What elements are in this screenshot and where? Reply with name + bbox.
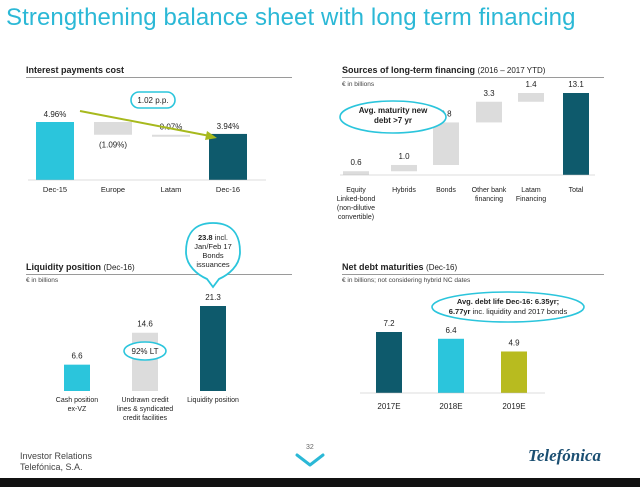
sources-chart-title: Sources of long-term financing (2016 – 2… [342,65,546,75]
tick-label: Hybrids [392,187,416,194]
debt-life-line-1: Avg. debt life Dec-16: 6.35yr; [457,297,559,306]
telefonica-logo: Telefónica [528,446,602,465]
bar-latam [152,134,190,137]
bottom-bar [0,478,640,487]
liquidity-chart-title: Liquidity position (Dec-16) [26,262,135,272]
bar-2 [200,306,226,391]
tick-label: Equity Linked-bond (non-dilutive convertibl… [337,187,376,221]
annotation-pill [130,91,176,109]
tick-label: Latam Financing [516,187,546,203]
debt-life-line-2: 6.77yr inc. liquidity and 2017 bonds [449,307,568,316]
tick-label: 2017E [377,402,400,411]
trend-arrow-head [205,131,217,140]
data-label: 0.6 [350,158,362,167]
tick-label: Latam [161,185,182,194]
issuance-balloon-text: 23.8 incl. Jan/Feb 17 Bonds issuances [194,233,232,269]
data-label: 6.4 [445,326,457,335]
debt-life-callout [431,291,585,323]
data-label: 1.4 [525,80,537,89]
tick-label: Dec-15 [43,185,67,194]
bar-5 [563,93,589,175]
data-label: 1.0 [398,152,410,161]
footer-line-2: Telefónica, S.A. [20,462,83,472]
lt-callout-text: 92% LT [132,347,159,356]
bar-dec-16 [209,133,247,180]
sources-title-rule [342,77,604,78]
issuance-balloon [185,222,241,289]
data-label: (1.09%) [99,141,127,150]
bar-dec-15 [36,122,74,180]
maturities-title-rule [342,274,604,275]
bar-2 [433,122,459,165]
data-label: 0.07% [160,123,183,132]
maturities-chart-title: Net debt maturities (Dec-16) [342,262,458,272]
data-label: 13.1 [568,80,584,89]
bar-3 [476,101,502,123]
tick-label: Undrawn credit lines & syndicated credit f… [117,397,174,422]
maturity-callout-text: Avg. maturity new debt >7 yr [359,106,428,125]
trend-arrow-line [79,110,211,137]
tick-label: Total [569,187,584,194]
data-label: 6.6 [71,352,83,361]
tick-label: Cash position ex-VZ [56,397,99,413]
interest-title-rule [26,77,292,78]
tick-label: Bonds [436,187,456,194]
data-label: 4.9 [508,338,520,347]
tick-label: 2018E [439,402,462,411]
annotation-text: 1.02 p.p. [137,96,168,105]
maturities-units: € in billions; not considering hybrid NC… [342,277,471,284]
lt-callout [123,341,167,361]
data-label: 7.2 [383,319,395,328]
interest-chart-title: Interest payments cost [26,65,125,75]
bar-europe [94,122,132,135]
data-label: 3.3 [483,89,495,98]
tick-label: Europe [101,185,125,194]
bar-0 [343,171,369,175]
bar-2019E [501,351,527,393]
data-label: 6.8 [440,109,452,118]
liquidity-units: € in billions [26,277,59,284]
bar-1 [391,164,417,172]
bar-4 [518,93,544,102]
footer-line-1: Investor Relations [20,451,93,461]
chevron-down-icon[interactable] [294,452,326,468]
tick-label: Liquidity position [187,397,239,404]
bar-2017E [376,332,402,393]
data-label: 4.96% [44,110,67,119]
tick-label: Other bank financing [472,187,507,203]
data-label: 21.3 [205,293,221,302]
sources-units: € in billions [342,81,375,88]
tick-label: Dec-16 [216,185,240,194]
footer: Investor Relations Telefónica, S.A. [20,451,92,473]
maturity-callout [339,100,447,134]
bar-0 [64,364,90,391]
bar-2018E [438,338,464,393]
tick-label: 2019E [502,402,525,411]
data-label: 3.94% [217,122,240,131]
liquidity-title-rule [26,274,292,275]
data-label: 14.6 [137,320,153,329]
page-number: 32 [306,444,314,451]
page-title: Strengthening balance sheet with long te… [6,4,576,31]
